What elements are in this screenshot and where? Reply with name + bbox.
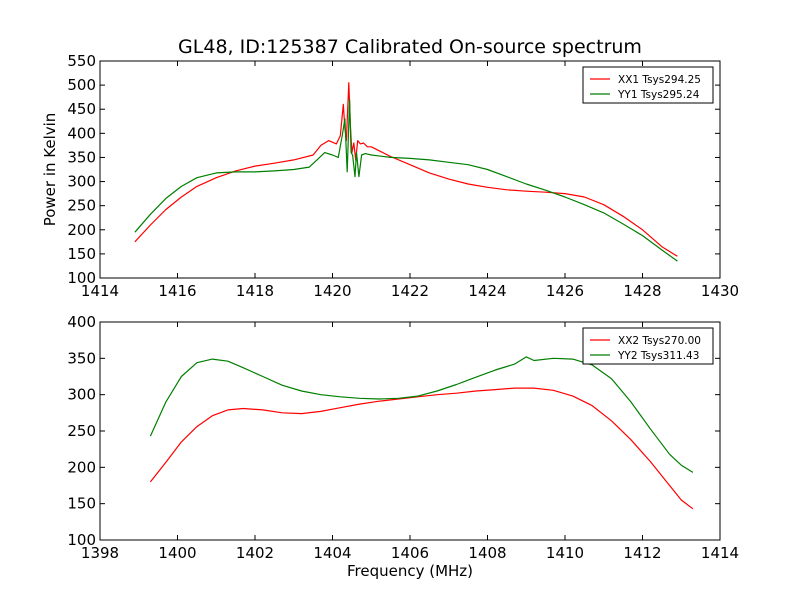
y-tick-label-0-5: 350 (67, 148, 96, 166)
series-line-0-0 (134, 82, 678, 257)
y-tick-label-0-0: 100 (67, 269, 96, 287)
y-tick-label-0-4: 300 (67, 173, 96, 191)
y-tick-label-0-9: 550 (67, 52, 96, 70)
legend-label-1-1: YY2 Tsys311.43 (617, 350, 699, 362)
x-tick-label-1-0: 1398 (81, 544, 119, 562)
x-tick-label-0-5: 1424 (468, 282, 506, 300)
x-axis-label-1: Frequency (MHz) (347, 562, 473, 580)
x-tick-label-0-0: 1414 (81, 282, 119, 300)
y-tick-label-0-7: 450 (67, 100, 96, 118)
legend-1: XX2 Tsys270.00 YY2 Tsys311.43 (582, 327, 714, 365)
x-tick-label-0-2: 1418 (236, 282, 274, 300)
figure-title: GL48, ID:125387 Calibrated On-source spe… (178, 36, 642, 58)
x-tick-label-1-4: 1406 (391, 544, 429, 562)
top-panel: 1414 1416 1418 1420 1422 1424 1426 1428 1430 100 1… (41, 52, 739, 300)
x-tick-label-1-2: 1402 (236, 544, 274, 562)
x-tick-label-1-8: 1414 (701, 544, 739, 562)
y-tick-label-1-1: 150 (67, 495, 96, 513)
y-tick-label-1-3: 250 (67, 422, 96, 440)
x-tick-label-0-8: 1430 (701, 282, 739, 300)
x-tick-label-1-3: 1404 (313, 544, 351, 562)
y-tick-label-1-5: 350 (67, 349, 96, 367)
legend-box-0 (582, 66, 714, 104)
y-tick-label-1-6: 400 (67, 313, 96, 331)
x-tick-label-1-6: 1410 (546, 544, 584, 562)
y-tick-label-0-8: 500 (67, 76, 96, 94)
x-tick-label-1-5: 1408 (468, 544, 506, 562)
y-tick-label-1-2: 200 (67, 458, 96, 476)
y-axis-label-0: Power in Kelvin (41, 113, 59, 227)
x-tick-label-0-4: 1422 (391, 282, 429, 300)
series-line-1-1 (149, 356, 694, 473)
legend-box-1 (582, 327, 714, 365)
y-tick-label-0-6: 400 (67, 124, 96, 142)
x-tick-label-1-1: 1400 (158, 544, 196, 562)
series-line-0-1 (134, 98, 678, 262)
x-tick-label-0-7: 1428 (623, 282, 661, 300)
series-line-1-0 (149, 387, 694, 510)
legend-0: XX1 Tsys294.25 YY1 Tsys295.24 (582, 66, 714, 104)
legend-label-0-0: XX1 Tsys294.25 (618, 74, 701, 86)
y-tick-label-0-3: 250 (67, 197, 96, 215)
legend-label-0-1: YY1 Tsys295.24 (617, 89, 700, 101)
x-tick-label-0-3: 1420 (313, 282, 351, 300)
y-tick-label-1-0: 100 (67, 531, 96, 549)
legend-label-1-0: XX2 Tsys270.00 (618, 335, 701, 347)
bottom-panel: 1398 1400 1402 1404 1406 1408 1410 1412 1414 100 1… (67, 313, 739, 580)
x-tick-label-1-7: 1412 (623, 544, 661, 562)
x-tick-label-0-1: 1416 (158, 282, 196, 300)
y-tick-label-0-2: 200 (67, 221, 96, 239)
y-tick-label-0-1: 150 (67, 245, 96, 263)
x-tick-label-0-6: 1426 (546, 282, 584, 300)
y-tick-label-1-4: 300 (67, 386, 96, 404)
